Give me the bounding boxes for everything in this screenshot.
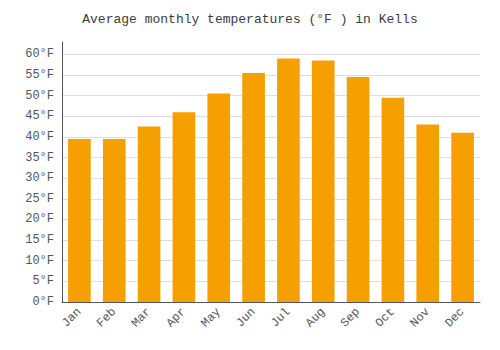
svg-text:10°F: 10°F	[25, 254, 54, 268]
svg-text:25°F: 25°F	[25, 192, 54, 206]
svg-text:Nov: Nov	[408, 305, 433, 330]
svg-text:40°F: 40°F	[25, 130, 54, 144]
svg-text:55°F: 55°F	[25, 68, 54, 82]
svg-text:50°F: 50°F	[25, 89, 54, 103]
svg-text:Apr: Apr	[164, 305, 189, 330]
svg-text:20°F: 20°F	[25, 212, 54, 226]
svg-text:Mar: Mar	[129, 305, 154, 330]
svg-text:30°F: 30°F	[25, 171, 54, 185]
svg-text:35°F: 35°F	[25, 151, 54, 165]
svg-text:5°F: 5°F	[32, 274, 54, 288]
svg-text:Dec: Dec	[442, 305, 467, 330]
svg-text:60°F: 60°F	[25, 47, 54, 61]
svg-text:Jun: Jun	[233, 305, 258, 330]
svg-text:Oct: Oct	[373, 305, 398, 330]
svg-text:0°F: 0°F	[32, 295, 54, 309]
svg-text:Feb: Feb	[94, 305, 119, 330]
svg-text:May: May	[199, 305, 224, 330]
svg-text:45°F: 45°F	[25, 109, 54, 123]
svg-text:Sep: Sep	[338, 305, 363, 330]
svg-text:Aug: Aug	[303, 305, 328, 330]
svg-text:15°F: 15°F	[25, 233, 54, 247]
svg-text:Jan: Jan	[59, 305, 84, 330]
svg-text:Jul: Jul	[268, 305, 293, 330]
svg-text:Average monthly temperatures (: Average monthly temperatures (°F ) in Ke…	[82, 12, 417, 27]
